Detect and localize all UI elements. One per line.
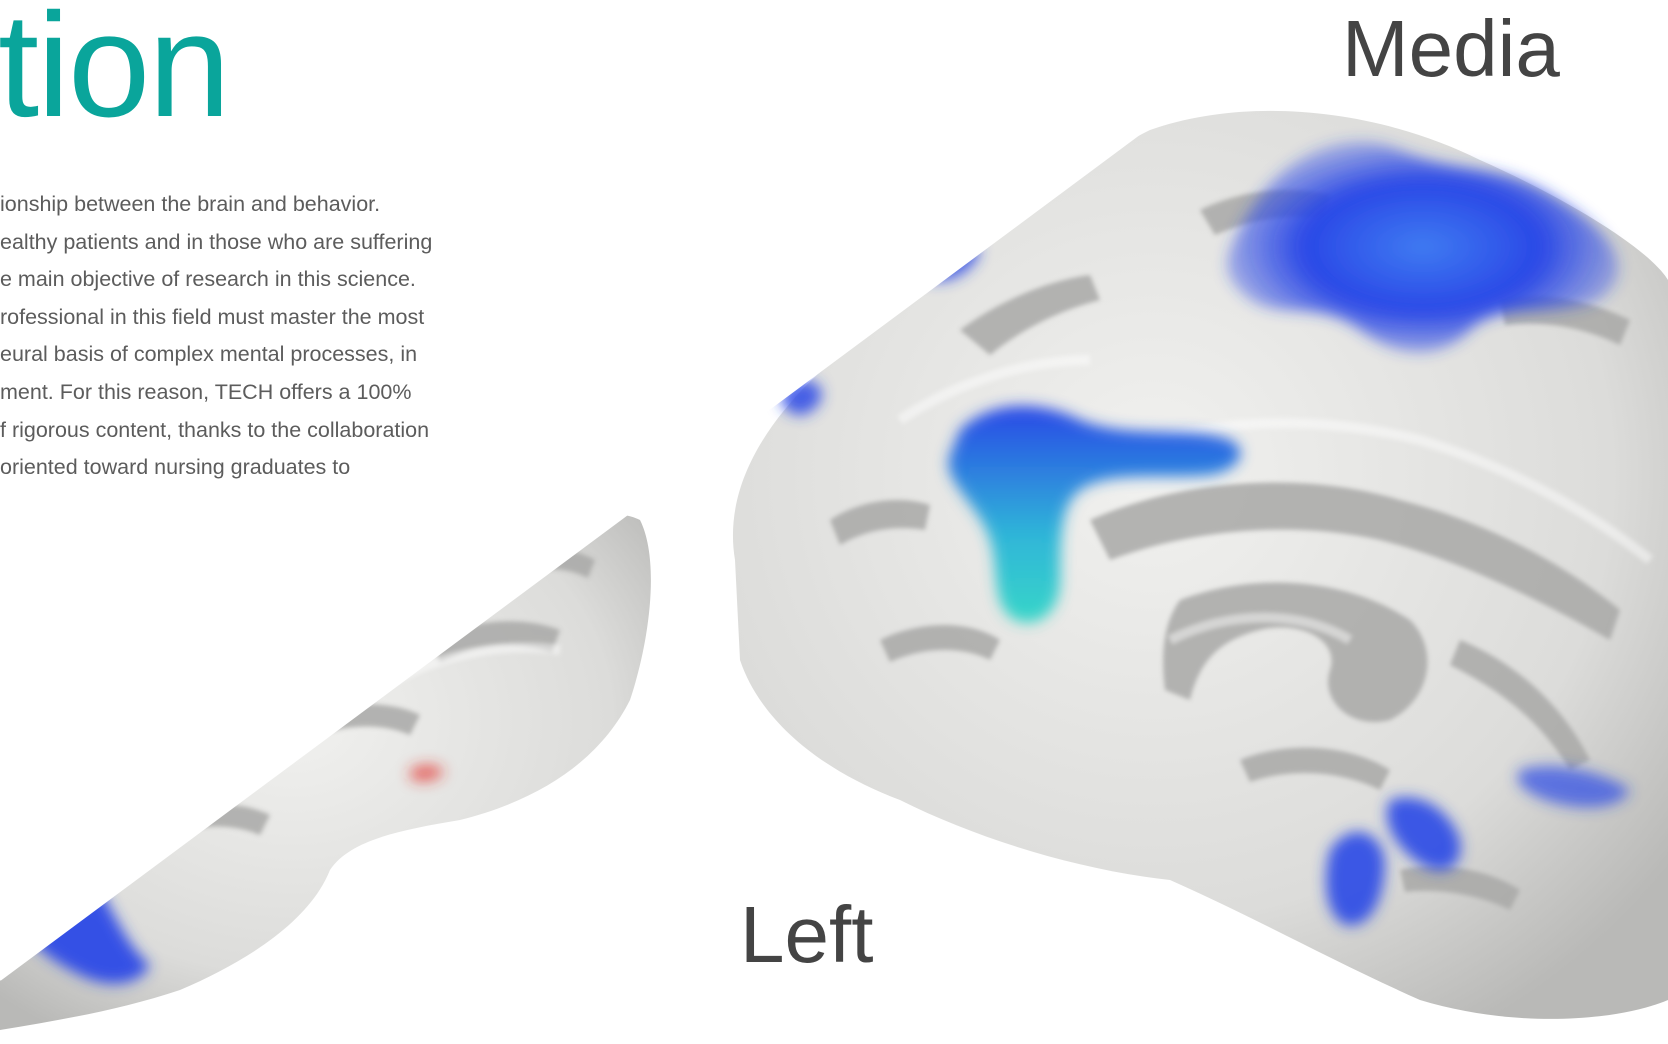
activation-map [15, 141, 1630, 984]
activation-blob-temporal [1325, 831, 1385, 926]
intro-line: ionship between the brain and behavior. [0, 192, 381, 216]
intro-line: ealthy patients and in those who are suf… [0, 229, 433, 254]
activation-blob-cingulate [948, 406, 1241, 623]
activation-blob-left-red [340, 663, 366, 689]
view-label-left: Left [740, 890, 873, 979]
activation-blob-occipital [1517, 766, 1630, 808]
activation-blob-inferior [1386, 797, 1461, 871]
intro-line: rofessional in this field must master th… [0, 304, 425, 329]
intro-line: e main objective of research in this sci… [0, 267, 416, 292]
intro-line: eural basis of complex mental processes,… [0, 342, 418, 367]
intro-line: ment. For this reason, TECH offers a 100… [0, 379, 412, 404]
activation-blob-left-red-2 [410, 764, 444, 782]
page-title: tion [0, 0, 231, 148]
medial-hemisphere-view [0, 110, 1668, 1030]
intro-line: oriented toward nursing graduates to [0, 455, 351, 480]
view-label-medial: Media [1342, 4, 1560, 93]
diagonal-divider [0, 0, 1320, 980]
activation-blob-superior [1226, 141, 1619, 353]
intro-line: f rigorous content, thanks to the collab… [0, 417, 430, 442]
intro-paragraph: ionship between the brain and behavior. … [0, 186, 500, 487]
